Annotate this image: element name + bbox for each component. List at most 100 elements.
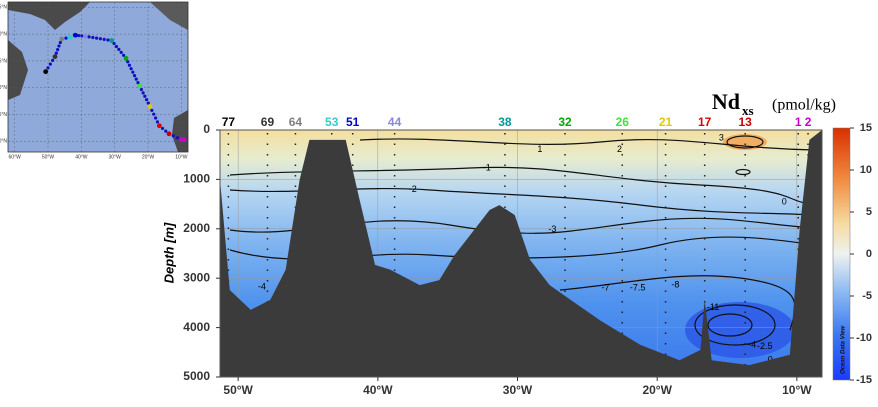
contour-label: -2.5: [757, 341, 773, 351]
map-land: [150, 2, 188, 30]
y-tick-label: 1000: [183, 172, 210, 186]
map-x-tick-label: 30°W: [109, 154, 122, 160]
station-label: 2: [805, 115, 812, 129]
station-label: 21: [659, 115, 673, 129]
units: (pmol/kg): [772, 97, 836, 114]
station-label: 13: [738, 115, 752, 129]
map-track-dot: [54, 51, 58, 55]
map-track-dot: [139, 87, 143, 92]
map-track-dot: [87, 35, 91, 39]
y-tick-label: 2000: [183, 221, 210, 235]
station-label: 17: [698, 115, 712, 129]
contour-line: [735, 168, 751, 176]
map-track-dot: [126, 60, 130, 64]
map-land: [8, 40, 28, 100]
map-track-dot: [80, 34, 84, 38]
map-track-dot: [114, 44, 119, 49]
watermark: Ocean Data View: [841, 326, 847, 374]
colorbar-tick-label: 15: [860, 122, 872, 134]
map-track-dot: [150, 108, 154, 112]
map-track-dot: [155, 120, 160, 124]
inset-map: 60°W 50°W 40°W 30°W 20°W 10°W 65°N 60°N 55°N 50°N…: [0, 1, 189, 160]
bathymetry: [220, 130, 822, 377]
map-station: [43, 69, 49, 75]
colorbar-tick-label: -5: [862, 290, 872, 302]
station-label: 38: [498, 115, 512, 129]
colorbar-tick-label: 5: [866, 206, 872, 218]
station-label: 77: [222, 115, 236, 129]
map-station: [181, 137, 187, 143]
map-x-tick-label: 50°W: [42, 154, 55, 160]
y-axis-label: Depth [m]: [161, 222, 176, 283]
map-track-dot: [132, 74, 137, 78]
map-station: [59, 36, 65, 42]
station-label: 64: [289, 115, 303, 129]
contour-line: [694, 304, 776, 346]
map-track-dot: [102, 37, 106, 41]
map-track-dot: [51, 58, 55, 62]
map-track-dot: [64, 36, 68, 40]
map-track-dot: [160, 126, 165, 131]
map-track-dot: [57, 44, 61, 48]
contour-label: 2: [617, 144, 622, 154]
station-label: 69: [261, 115, 275, 129]
map-y-tick-label: 40°N: [0, 139, 7, 145]
y-tick-label: 4000: [183, 320, 210, 334]
map-track-dot: [119, 50, 123, 54]
map-track-dot: [106, 38, 110, 42]
map-y-tick-label: 55°N: [0, 58, 7, 64]
contour-label: 1: [537, 144, 542, 154]
field-low: [685, 302, 795, 358]
contour-line: [726, 135, 764, 149]
contour-label: -2: [409, 184, 417, 194]
x-tick-label: 20°W: [642, 383, 672, 397]
contour-label: 3: [719, 132, 724, 142]
title: Nd: [712, 89, 740, 114]
map-y-tick-label: 45°N: [0, 112, 7, 118]
map-track-dot: [141, 91, 145, 95]
title-subscript: xs: [742, 103, 754, 118]
y-tick-label: 5000: [183, 369, 210, 383]
map-frame: [7, 1, 189, 153]
contour-label: -7: [601, 282, 609, 292]
map-station: [166, 131, 172, 137]
contour-label: -3: [548, 224, 556, 234]
field-high: [723, 134, 767, 150]
map-y-tick-label: 50°N: [0, 85, 7, 91]
map-x-tick-label: 60°W: [9, 154, 22, 160]
colorbar-tick-label: -10: [856, 332, 872, 344]
contour-line: [707, 313, 753, 337]
colorbar-tick-label: 10: [860, 164, 872, 176]
map-track-dot: [134, 77, 138, 81]
station-label: 53: [325, 115, 339, 129]
map-x-tick-label: 40°W: [75, 154, 88, 160]
map-station: [82, 33, 88, 39]
map-station: [109, 38, 115, 43]
map-track-dot: [56, 47, 60, 52]
map-track-dot: [129, 67, 133, 71]
contour-label: -1: [483, 162, 491, 172]
map-track-dot: [171, 134, 175, 138]
map-track-dot: [131, 70, 135, 74]
station-label: 51: [346, 115, 360, 129]
map-track-dot: [164, 129, 168, 133]
contour-label: -4: [748, 339, 756, 349]
contour-label: -4: [258, 281, 266, 291]
map-station: [52, 54, 58, 60]
map-station: [123, 55, 129, 61]
contour-label: -7.5: [630, 282, 646, 292]
map-station: [147, 104, 153, 109]
map-station: [72, 32, 78, 38]
map-ocean: [8, 2, 188, 152]
contour-label: -11: [707, 302, 719, 312]
station-label: 26: [616, 115, 630, 129]
station-label: 44: [388, 115, 402, 129]
station-label: 32: [558, 115, 572, 129]
map-land: [8, 2, 90, 30]
map-track-dot: [58, 40, 62, 45]
map-track-dot: [136, 81, 140, 85]
map-track-dot: [112, 41, 116, 46]
y-tick-label: 3000: [183, 270, 210, 284]
